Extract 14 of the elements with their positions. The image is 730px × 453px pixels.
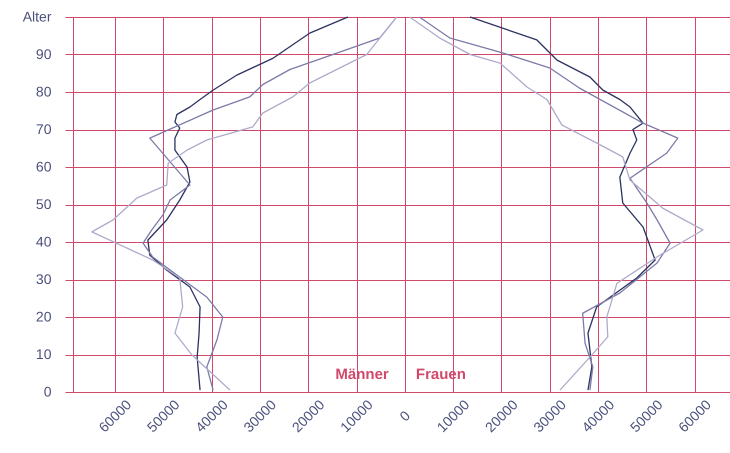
y-tick-label: 40: [36, 234, 52, 250]
y-tick-label: 70: [36, 121, 52, 137]
y-tick-label: 10: [36, 346, 52, 362]
y-tick-label: 20: [36, 308, 52, 324]
y-tick-label: Alter: [22, 8, 52, 24]
y-tick-label: 50: [36, 196, 52, 212]
y-tick-label: 0: [44, 384, 52, 400]
line-series: [91, 16, 398, 391]
x-tick-label: 0: [396, 407, 414, 424]
y-tick-label: 60: [36, 158, 52, 174]
y-tick-label: 30: [36, 271, 52, 287]
line-series: [469, 16, 656, 391]
y-tick-label: 80: [36, 84, 52, 100]
y-tick-label: 90: [36, 46, 52, 62]
